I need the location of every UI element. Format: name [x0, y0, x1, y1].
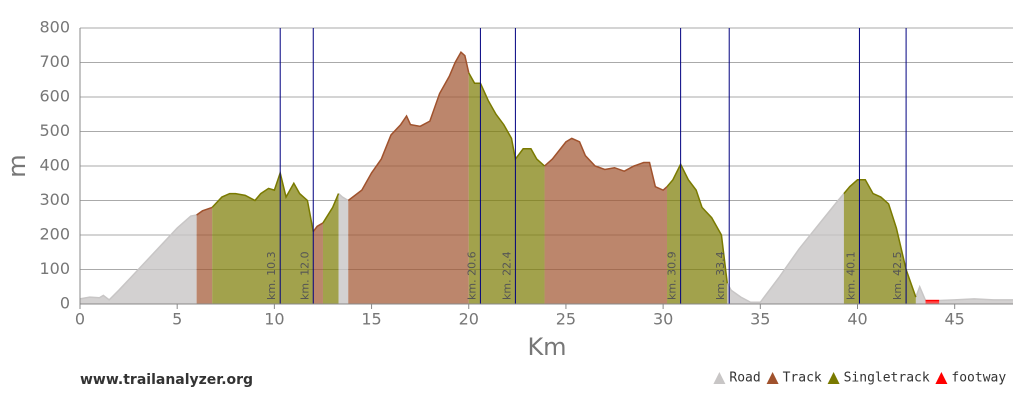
area-fill [313, 222, 323, 304]
area-fill [544, 138, 668, 304]
elevation-line [338, 193, 349, 202]
y-tick-label: 800 [39, 18, 70, 37]
km-marker-label: km. 40.1 [844, 251, 857, 300]
elevation-line [939, 298, 1013, 302]
area-fill [843, 179, 916, 304]
elevation-line [347, 50, 470, 202]
area-fill [468, 72, 545, 304]
area-fill [196, 207, 213, 304]
km-marker-label: km. 12.0 [298, 251, 311, 300]
legend-marker [766, 372, 779, 384]
x-axis-title: Km [527, 333, 566, 361]
legend-label: Track [783, 371, 822, 386]
x-tick-label: 45 [945, 310, 965, 329]
y-tick-label: 700 [39, 52, 70, 71]
km-marker-label: km. 30.9 [666, 251, 679, 300]
legend-label: Road [729, 371, 760, 386]
area-fill [727, 193, 844, 304]
legend-marker [827, 372, 840, 384]
area-fill [338, 193, 349, 304]
area-fill [322, 193, 339, 304]
x-tick-label: 25 [556, 310, 576, 329]
elevation-line [322, 193, 340, 224]
elevation-line [211, 170, 314, 232]
elevation-line [468, 72, 546, 167]
legend-marker [713, 372, 726, 384]
area-fill [667, 164, 728, 304]
elevation-line [544, 137, 668, 192]
x-tick-label: 0 [75, 310, 85, 329]
y-tick-label: 600 [39, 87, 70, 106]
elevation-line [843, 179, 917, 298]
elevation-line [915, 284, 927, 301]
x-tick-label: 40 [847, 310, 867, 329]
x-tick-label: 5 [172, 310, 182, 329]
x-tick-label: 30 [653, 310, 673, 329]
y-tick-label: 0 [60, 294, 70, 313]
footer: www.trailanalyzer.org [80, 372, 253, 388]
km-marker-label: km. 20.6 [465, 251, 478, 300]
y-tick-label: 500 [39, 121, 70, 140]
x-tick-label: 20 [459, 310, 479, 329]
elevation-line [196, 206, 213, 216]
y-tick-label: 200 [39, 225, 70, 244]
elevation-line [79, 214, 197, 301]
y-tick-label: 400 [39, 156, 70, 175]
area-fill [80, 214, 197, 304]
area-fill [212, 172, 314, 304]
x-tick-label: 10 [264, 310, 284, 329]
x-tick-label: 15 [361, 310, 381, 329]
area-fill [348, 52, 469, 305]
y-tick-label: 300 [39, 190, 70, 209]
elevation-line [666, 162, 729, 284]
km-marker-label: km. 33.4 [714, 251, 727, 300]
km-marker-label: km. 42.5 [891, 251, 904, 300]
x-tick-label: 35 [750, 310, 770, 329]
legend-label: footway [951, 371, 1006, 386]
elevation-line [726, 193, 845, 304]
y-tick-label: 100 [39, 259, 70, 278]
area-fill [925, 300, 940, 304]
legend-label: Singletrack [844, 371, 930, 386]
km-marker-label: km. 22.4 [500, 251, 513, 300]
y-axis-title: m [3, 154, 31, 177]
km-marker-label: km. 10.3 [265, 251, 278, 300]
legend-marker [935, 372, 948, 384]
elevation-line [312, 222, 324, 233]
